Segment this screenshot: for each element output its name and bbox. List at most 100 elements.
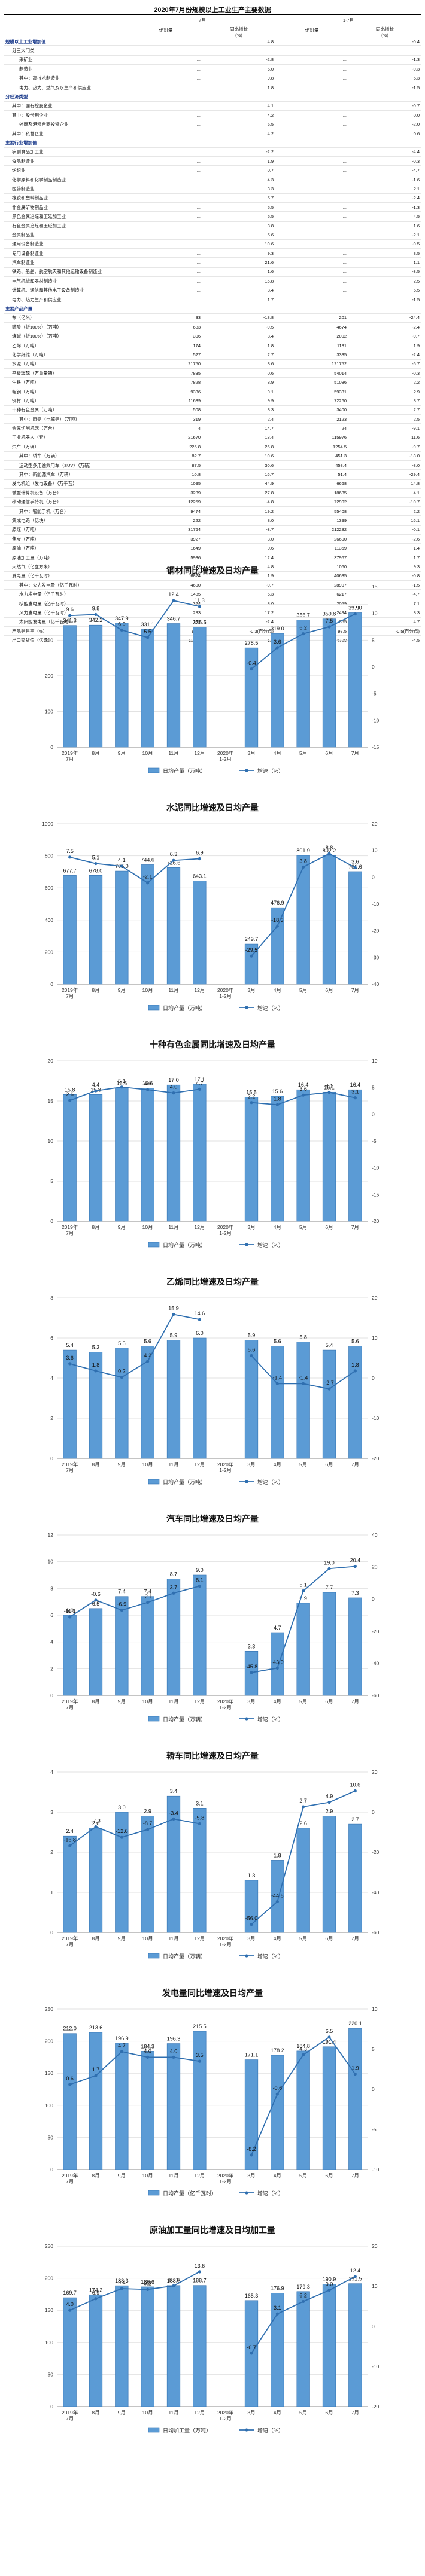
row-label: 其中：轿车（万辆） — [4, 451, 129, 461]
table-row: 橡胶和塑料制品业... 5.7... -2.4 — [4, 193, 421, 204]
growth-label: -18.3 — [271, 917, 284, 923]
x-tick-label: 2020年 — [217, 750, 234, 756]
growth-point — [353, 2275, 357, 2278]
table-row: 发电量（亿千瓦时） 6824 1.9 40635 -0.8 — [4, 571, 421, 581]
value-july — [129, 138, 202, 148]
value-cum: 72260 — [275, 396, 348, 406]
bar-label: 5.9 — [248, 1332, 256, 1338]
growth-point — [172, 1591, 175, 1595]
growth-point — [250, 1923, 253, 1926]
growth-july: -18.8 — [202, 313, 275, 323]
page-title: 2020年7月份规模以上工业生产主要数据 — [154, 7, 271, 14]
row-label: 烧碱（折100%）（万吨） — [4, 332, 129, 341]
value-july: ... — [129, 74, 202, 83]
x-tick-label: 8月 — [92, 2410, 99, 2416]
bar-label: 5.3 — [92, 1344, 100, 1350]
growth-cum: 11.6 — [348, 433, 421, 443]
table-row: 化学纤维（万吨） 527 2.7 3335 -2.4 — [4, 350, 421, 360]
row-label: 金属制品业 — [4, 230, 129, 240]
growth-label: -0.6 — [91, 1591, 101, 1597]
legend-line-label: 增速（%） — [257, 1953, 284, 1959]
growth-cum: 1.7 — [348, 553, 421, 563]
growth-cum: -2.4 — [348, 193, 421, 204]
value-cum: 3400 — [275, 405, 348, 415]
x-tick-label: 7月 — [351, 1224, 359, 1230]
growth-cum: 0.6 — [348, 129, 421, 139]
bar-label: 1.3 — [248, 1873, 256, 1879]
growth-point — [275, 2092, 279, 2096]
value-cum: 3335 — [275, 350, 348, 360]
value-cum: 121752 — [275, 359, 348, 369]
bar — [63, 1349, 77, 1459]
chart-svg: 汽车同比增速及日均产量 0 2 4 6 8 10 12 -60 -40 -20 0 20 40 6.0 6.5… — [48, 1514, 380, 1722]
y-tick-left: 0 — [50, 1455, 53, 1461]
growth-label: 4.0 — [170, 2048, 178, 2054]
growth-label: -1.4 — [273, 1375, 283, 1380]
x-tick-label: 2019年 — [62, 1698, 78, 1704]
growth-cum: -4.5 — [348, 635, 421, 645]
growth-july: 9.1 — [202, 387, 275, 397]
y-tick-right: 0 — [372, 2086, 375, 2092]
y-tick-right: -40 — [372, 1889, 380, 1895]
value-cum: 18685 — [275, 488, 348, 498]
growth-label: 6.2 — [299, 625, 307, 631]
growth-point — [250, 667, 253, 671]
legend-line-marker — [245, 1717, 248, 1721]
bar-label: 9.0 — [196, 1567, 204, 1573]
value-july: 3289 — [129, 488, 202, 498]
bar-label: 7.7 — [326, 1585, 333, 1591]
growth-july: 15.8 — [202, 276, 275, 286]
chart-title: 发电量同比增速及日均产量 — [162, 1988, 263, 1998]
growth-line — [69, 1086, 200, 1101]
row-label: 原油（万吨） — [4, 543, 129, 553]
bar-label: 186.6 — [141, 2279, 154, 2285]
growth-july: 30.6 — [202, 460, 275, 471]
growth-cum: 4.5 — [348, 211, 421, 222]
growth-label: 3.1 — [351, 1089, 359, 1095]
bar — [89, 1608, 103, 1696]
y-tick-right: -10 — [372, 2167, 380, 2173]
table-row: 金属切削机床（万台） 4 14.7 24 -9.1 — [4, 423, 421, 433]
row-label: 分三大门类 — [4, 45, 129, 56]
growth-july: 1.7 — [202, 295, 275, 305]
x-tick-label: 11月 — [168, 1461, 178, 1467]
growth-point — [146, 1601, 150, 1604]
x-tick-label: 9月 — [118, 2173, 126, 2178]
y-tick-right: 10 — [372, 2006, 378, 2012]
x-tick-label: 3月 — [247, 2173, 255, 2178]
bar-label: 5.9 — [170, 1332, 178, 1338]
bar — [63, 2033, 77, 2170]
x-tick-label: 10月 — [142, 1698, 153, 1704]
x-tick-label: 11月 — [168, 1698, 178, 1704]
growth-label: 4.0 — [66, 2301, 74, 2307]
growth-label: 4.7 — [196, 1080, 204, 1086]
value-cum: ... — [275, 83, 348, 93]
bar — [296, 1603, 310, 1696]
legend-line-label: 增速（%） — [257, 1242, 284, 1248]
growth-cum — [348, 92, 421, 102]
x-tick-label: 12月 — [194, 2173, 205, 2178]
x-tick-label: 5月 — [299, 987, 307, 993]
x-tick-label: 5月 — [299, 2173, 307, 2178]
bar — [322, 1816, 336, 1933]
growth-label: 5.5 — [144, 629, 151, 635]
table-row: 通用设备制造业... 10.6... -0.5 — [4, 239, 421, 249]
value-july: ... — [129, 55, 202, 65]
growth-point — [327, 625, 331, 629]
value-july: 132 — [129, 617, 202, 627]
x-tick-label: 3月 — [247, 1935, 255, 1941]
value-cum: 51.4 — [275, 469, 348, 480]
y-tick-left: 400 — [45, 917, 53, 923]
x-tick-label: 8月 — [92, 1935, 99, 1941]
bar — [89, 1828, 103, 1933]
y-tick-right: 10 — [372, 848, 378, 854]
growth-label: 4.6 — [144, 1081, 151, 1087]
growth-label: 4.1 — [118, 857, 126, 863]
x-tick-label: 4月 — [274, 2173, 281, 2178]
value-july — [129, 304, 202, 314]
growth-point — [198, 857, 201, 861]
growth-july: 0.6 — [202, 368, 275, 378]
table-row: 食品制造业... 1.9... -0.3 — [4, 156, 421, 166]
y-tick-left: 8 — [50, 1585, 53, 1591]
y-tick-right: 10 — [372, 1058, 378, 1064]
